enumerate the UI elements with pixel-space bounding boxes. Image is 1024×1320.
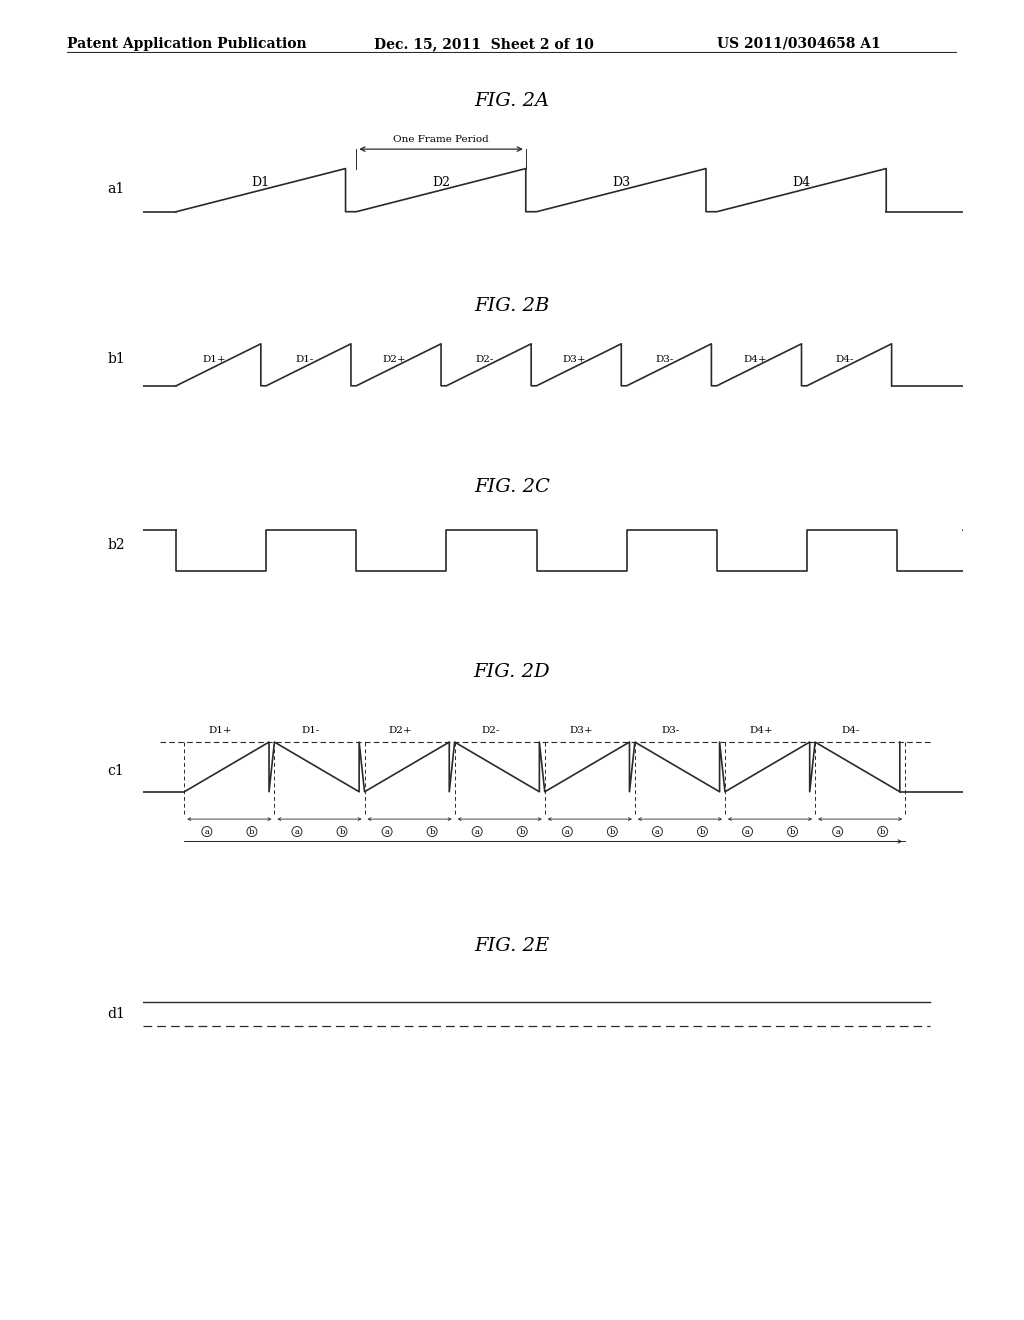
Text: b2: b2 xyxy=(108,539,125,552)
Text: D2+: D2+ xyxy=(389,726,413,735)
Text: D1-: D1- xyxy=(295,355,313,364)
Text: b: b xyxy=(339,828,345,836)
Text: b: b xyxy=(249,828,255,836)
Text: a: a xyxy=(745,828,750,836)
Text: a1: a1 xyxy=(108,182,125,195)
Text: a: a xyxy=(385,828,389,836)
Text: D1-: D1- xyxy=(301,726,319,735)
Text: b: b xyxy=(790,828,796,836)
Text: D1+: D1+ xyxy=(209,726,232,735)
Text: D2+: D2+ xyxy=(383,355,407,364)
Text: a: a xyxy=(836,828,840,836)
Text: b: b xyxy=(609,828,615,836)
Text: d1: d1 xyxy=(108,1007,125,1020)
Text: Patent Application Publication: Patent Application Publication xyxy=(67,37,306,51)
Text: FIG. 2A: FIG. 2A xyxy=(474,92,550,111)
Text: b: b xyxy=(429,828,435,836)
Text: US 2011/0304658 A1: US 2011/0304658 A1 xyxy=(717,37,881,51)
Text: Dec. 15, 2011  Sheet 2 of 10: Dec. 15, 2011 Sheet 2 of 10 xyxy=(374,37,594,51)
Text: FIG. 2D: FIG. 2D xyxy=(474,663,550,681)
Text: D4-: D4- xyxy=(836,355,854,364)
Text: D4+: D4+ xyxy=(743,355,767,364)
Text: a: a xyxy=(295,828,299,836)
Text: FIG. 2C: FIG. 2C xyxy=(474,478,550,496)
Text: D1+: D1+ xyxy=(203,355,226,364)
Text: b: b xyxy=(880,828,886,836)
Text: D1: D1 xyxy=(252,177,270,189)
Text: b1: b1 xyxy=(108,352,125,366)
Text: FIG. 2B: FIG. 2B xyxy=(474,297,550,315)
Text: One Frame Period: One Frame Period xyxy=(393,135,488,144)
Text: D3+: D3+ xyxy=(569,726,593,735)
Text: D4-: D4- xyxy=(842,726,860,735)
Text: D3: D3 xyxy=(612,177,631,189)
Text: b: b xyxy=(519,828,525,836)
Text: b: b xyxy=(699,828,706,836)
Text: c1: c1 xyxy=(108,764,124,777)
Text: D3-: D3- xyxy=(662,726,680,735)
Text: D4: D4 xyxy=(793,177,811,189)
Text: D2-: D2- xyxy=(481,726,500,735)
Text: D3-: D3- xyxy=(655,355,674,364)
Text: a: a xyxy=(475,828,479,836)
Text: D2: D2 xyxy=(432,177,451,189)
Text: FIG. 2E: FIG. 2E xyxy=(474,937,550,956)
Text: a: a xyxy=(655,828,659,836)
Text: D4+: D4+ xyxy=(750,726,773,735)
Text: D2-: D2- xyxy=(475,355,494,364)
Text: D3+: D3+ xyxy=(563,355,587,364)
Text: a: a xyxy=(565,828,569,836)
Text: a: a xyxy=(205,828,209,836)
